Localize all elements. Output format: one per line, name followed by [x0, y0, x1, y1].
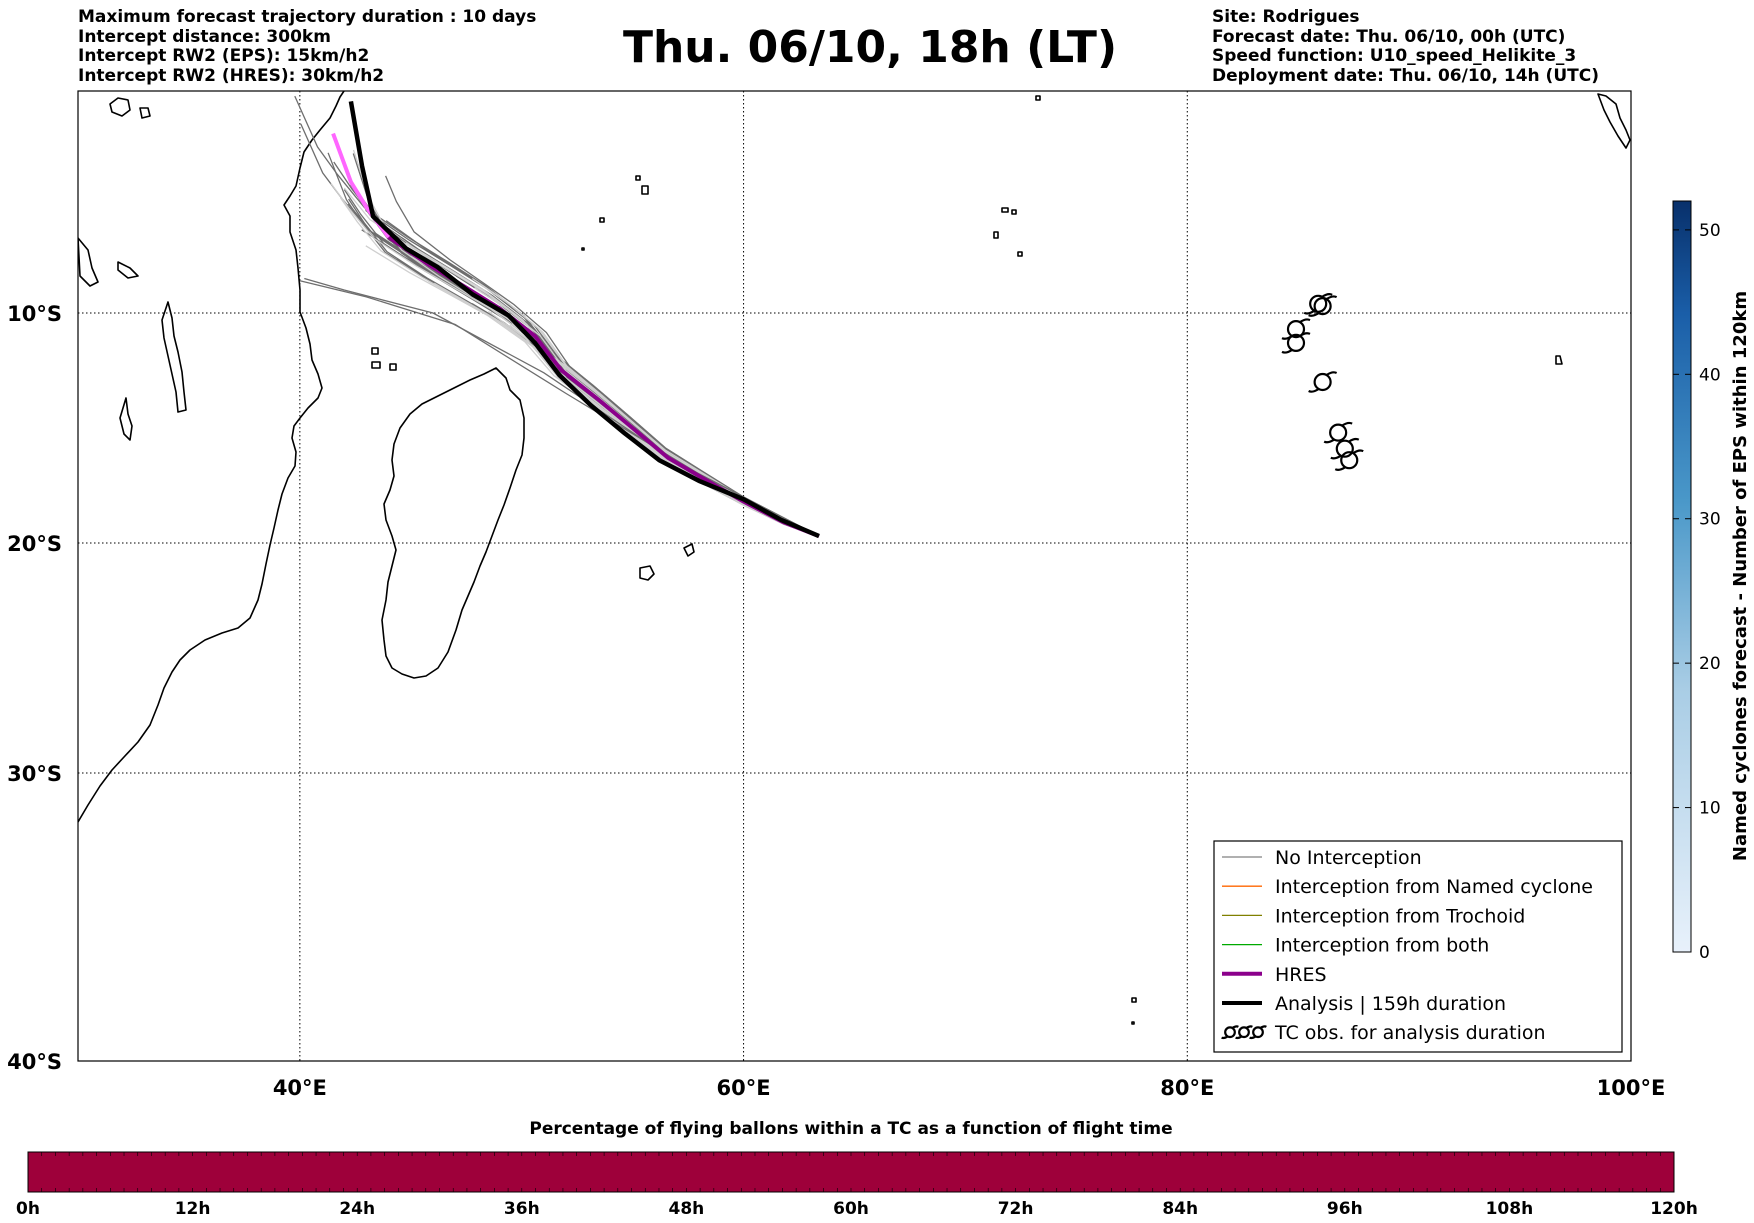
legend-label: Interception from Named cyclone — [1275, 876, 1593, 898]
legend-item: Interception from both — [1222, 935, 1489, 957]
map-frame: 40°E 60°E 80°E 100°E 10°S 20°S 30°S 40°S — [7, 90, 1665, 1100]
colorbar-bottom-tick: 0h — [16, 1199, 40, 1219]
lake-victoria — [78, 237, 99, 287]
mauritius-island — [683, 543, 695, 557]
tc-obs-icon — [1323, 421, 1353, 444]
tc-obs-icon — [1330, 437, 1360, 460]
coastlines — [78, 91, 1631, 1025]
map-gridlines — [78, 91, 1631, 1061]
legend-label: Interception from Trochoid — [1275, 905, 1525, 927]
info-line-forecast-date: Forecast date: Thu. 06/10, 00h (UTC) — [1212, 26, 1566, 47]
colorbar-bottom-tick: 120h — [1650, 1199, 1698, 1219]
info-line-intercept-eps: Intercept RW2 (EPS): 15km/h2 — [78, 46, 370, 66]
lake-tanganyika — [161, 301, 187, 413]
legend-item: HRES — [1222, 964, 1327, 986]
tc-obs-icon — [1235, 1025, 1253, 1040]
info-line-deployment-date: Deployment date: Thu. 06/10, 14h (UTC) — [1212, 65, 1599, 86]
colorbar-bottom-tick: 48h — [669, 1199, 705, 1219]
colorbar-right-tick: 50 — [1699, 221, 1721, 241]
colorbar-right-tick: 20 — [1699, 654, 1721, 674]
legend-label: TC obs. for analysis duration — [1274, 1022, 1546, 1044]
colorbar-right-tick: 40 — [1699, 365, 1721, 385]
legend-label: Analysis | 159h duration — [1275, 993, 1506, 1015]
info-line-intercept-distance: Intercept distance: 300km — [78, 26, 331, 47]
legend-label: HRES — [1275, 964, 1327, 986]
maldives-islands — [993, 207, 1023, 257]
colorbar-bottom-tick: 60h — [833, 1199, 869, 1219]
comoros-islands — [371, 347, 397, 371]
info-line-site: Site: Rodrigues — [1212, 7, 1360, 27]
colorbar-bottom-tick: 72h — [998, 1199, 1034, 1219]
main-tracks — [331, 101, 820, 539]
tc-obs-icon — [1334, 449, 1364, 471]
info-line-trajectory-duration: Maximum forecast trajectory duration : 1… — [78, 7, 537, 27]
info-line-speed-function: Speed function: U10_speed_Helikite_3 — [1212, 46, 1577, 66]
tc-observations — [1281, 293, 1364, 471]
analysis-track — [348, 101, 820, 539]
north-coast-fragments — [109, 93, 1631, 149]
colorbar-bottom-tick: 12h — [175, 1199, 211, 1219]
colorbar-bottom-tick: 96h — [1327, 1199, 1363, 1219]
tc-obs-icon — [1221, 1025, 1239, 1040]
colorbar-bottom-tick: 24h — [339, 1199, 375, 1219]
colorbar-right-label: Named cyclones forecast - Number of EPS … — [1730, 291, 1751, 861]
lon-tick-label: 60°E — [717, 1076, 771, 1100]
lat-tick-label: 40°S — [7, 1050, 62, 1074]
legend-item: Interception from Trochoid — [1222, 905, 1525, 927]
colorbar-right-tick: 0 — [1699, 943, 1710, 963]
legend-item: Interception from Named cyclone — [1222, 876, 1593, 898]
legend-item: No Interception — [1222, 847, 1422, 869]
lat-tick-label: 30°S — [7, 762, 62, 786]
colorbar-right-tick: 10 — [1699, 799, 1721, 819]
africa-coastline — [78, 91, 345, 823]
seychelles-islands — [581, 175, 649, 251]
legend: No Interception Interception from Named c… — [1213, 840, 1623, 1053]
madagascar-coastline — [381, 367, 525, 679]
tc-obs-icon — [1249, 1025, 1267, 1040]
colorbar-bottom-tick: 108h — [1486, 1199, 1534, 1219]
flight-time-colorbar: 0h 12h 24h 36h 48h 60h 72h 84h 96h 108h 120h — [16, 1151, 1698, 1219]
colorbar-bottom-tick: 84h — [1162, 1199, 1198, 1219]
header-right-info: Site: Rodrigues Forecast date: Thu. 06/1… — [1212, 7, 1599, 86]
colorbar-bottom-tick: 36h — [504, 1199, 540, 1219]
legend-label: Interception from both — [1275, 935, 1489, 957]
saint-paul-islands — [1131, 997, 1137, 1025]
header-left-info: Maximum forecast trajectory duration : 1… — [78, 7, 537, 86]
lon-tick-label: 80°E — [1160, 1076, 1214, 1100]
lake-small-1 — [117, 261, 139, 279]
named-cyclones-colorbar: 0 10 20 30 40 50 — [1672, 200, 1721, 963]
legend-item: TC obs. for analysis duration — [1221, 1022, 1546, 1044]
eps-track — [339, 197, 820, 537]
lake-malawi — [119, 397, 133, 441]
lat-tick-label: 10°S — [7, 302, 62, 326]
chagos-islands — [1555, 355, 1563, 365]
legend-item: Analysis | 159h duration — [1222, 993, 1506, 1015]
lat-tick-label: 20°S — [7, 532, 62, 556]
colorbar-right-tick: 30 — [1699, 510, 1721, 530]
reunion-island — [639, 565, 655, 581]
lon-tick-label: 40°E — [273, 1076, 327, 1100]
legend-label: No Interception — [1275, 847, 1422, 869]
info-line-intercept-hres: Intercept RW2 (HRES): 30km/h2 — [78, 65, 385, 86]
tc-obs-icon — [1308, 371, 1338, 393]
page-title: Thu. 06/10, 18h (LT) — [622, 22, 1118, 73]
axis-labels: 40°E 60°E 80°E 100°E 10°S 20°S 30°S 40°S — [7, 302, 1665, 1100]
tc-obs-icon — [1308, 295, 1338, 317]
lon-tick-label: 100°E — [1597, 1076, 1666, 1100]
tc-obs-icon — [1281, 332, 1311, 354]
colorbar-bottom-title: Percentage of flying ballons within a TC… — [529, 1119, 1173, 1139]
